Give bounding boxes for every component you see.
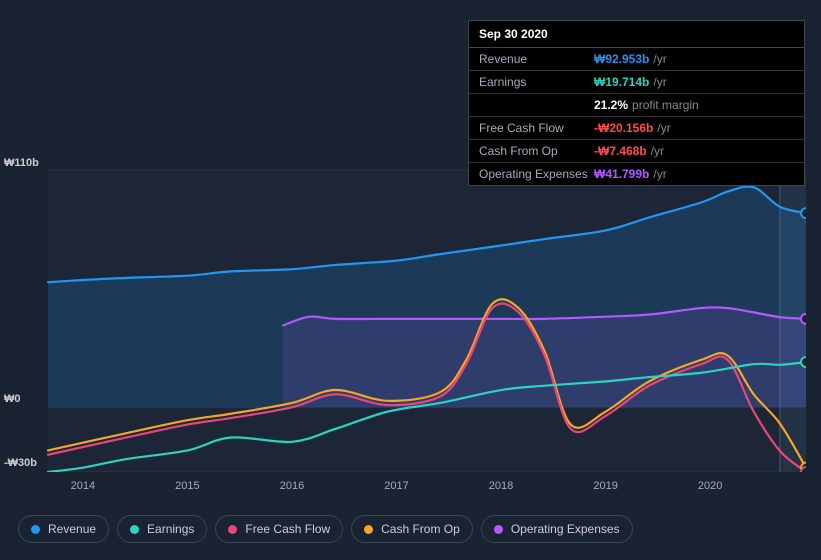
tooltip-suffix: /yr — [657, 121, 670, 135]
x-axis: 2014 2015 2016 2017 2018 2019 2020 — [18, 480, 806, 500]
tooltip-label: Free Cash Flow — [479, 121, 594, 135]
x-tick-label: 2018 — [489, 480, 513, 492]
legend-dot — [494, 525, 503, 534]
tooltip-row: 21.2% profit margin — [469, 94, 804, 117]
legend-item-earnings[interactable]: Earnings — [117, 515, 207, 543]
chart-tooltip: Sep 30 2020 Revenue₩92.953b/yrEarnings₩1… — [468, 20, 805, 186]
tooltip-value: -₩20.156b — [594, 121, 653, 135]
tooltip-suffix: /yr — [653, 167, 666, 181]
legend-label: Free Cash Flow — [245, 522, 330, 536]
tooltip-label: Revenue — [479, 52, 594, 66]
legend: Revenue Earnings Free Cash Flow Cash From O… — [18, 515, 633, 543]
tooltip-row: Cash From Op-₩7.468b/yr — [469, 140, 804, 163]
legend-item-operating_expenses[interactable]: Operating Expenses — [481, 515, 633, 543]
tooltip-value: ₩92.953b — [594, 52, 649, 66]
tooltip-suffix: /yr — [653, 52, 666, 66]
tooltip-row: Revenue₩92.953b/yr — [469, 48, 804, 71]
legend-label: Revenue — [48, 522, 96, 536]
tooltip-value: ₩19.714b — [594, 75, 649, 89]
tooltip-suffix: /yr — [651, 144, 664, 158]
legend-dot — [228, 525, 237, 534]
x-tick-label: 2015 — [175, 480, 199, 492]
chart-plot[interactable] — [18, 152, 806, 492]
x-tick-label: 2014 — [71, 480, 95, 492]
tooltip-suffix: profit margin — [632, 98, 699, 112]
chart-svg — [18, 152, 806, 472]
tooltip-label: Earnings — [479, 75, 594, 89]
x-tick-label: 2020 — [698, 480, 722, 492]
legend-item-cash_from_op[interactable]: Cash From Op — [351, 515, 473, 543]
tooltip-suffix: /yr — [653, 75, 666, 89]
tooltip-label: Cash From Op — [479, 144, 594, 158]
legend-dot — [31, 525, 40, 534]
tooltip-row: Free Cash Flow-₩20.156b/yr — [469, 117, 804, 140]
legend-label: Earnings — [147, 522, 194, 536]
x-tick-label: 2017 — [384, 480, 408, 492]
legend-item-free_cash_flow[interactable]: Free Cash Flow — [215, 515, 343, 543]
tooltip-date: Sep 30 2020 — [469, 21, 804, 48]
tooltip-label: Operating Expenses — [479, 167, 594, 181]
legend-dot — [364, 525, 373, 534]
legend-label: Cash From Op — [381, 522, 460, 536]
tooltip-value: -₩7.468b — [594, 144, 647, 158]
x-tick-label: 2016 — [280, 480, 304, 492]
legend-item-revenue[interactable]: Revenue — [18, 515, 109, 543]
legend-dot — [130, 525, 139, 534]
tooltip-rows: Revenue₩92.953b/yrEarnings₩19.714b/yr21.… — [469, 48, 804, 185]
tooltip-value: ₩41.799b — [594, 167, 649, 181]
x-tick-label: 2019 — [593, 480, 617, 492]
tooltip-label — [479, 98, 594, 112]
tooltip-row: Earnings₩19.714b/yr — [469, 71, 804, 94]
tooltip-value: 21.2% — [594, 98, 628, 112]
legend-label: Operating Expenses — [511, 522, 620, 536]
tooltip-row: Operating Expenses₩41.799b/yr — [469, 163, 804, 185]
